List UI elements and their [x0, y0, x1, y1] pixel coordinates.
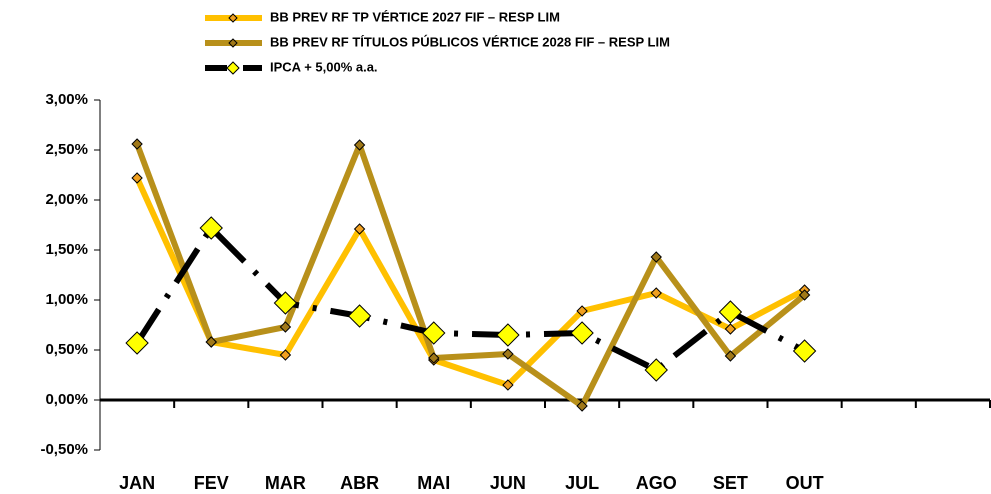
- marker: [279, 349, 292, 361]
- marker: [496, 323, 520, 347]
- marker: [428, 352, 440, 364]
- marker: [798, 289, 811, 301]
- y-tick-label: 2,50%: [45, 141, 88, 158]
- x-tick-label: MAI: [417, 473, 450, 493]
- y-tick-label: 2,00%: [45, 191, 88, 208]
- marker: [570, 321, 594, 345]
- y-tick-label: 0,00%: [45, 391, 88, 408]
- y-tick-label: 1,00%: [45, 291, 88, 308]
- x-tick-label: JAN: [119, 473, 155, 493]
- marker: [502, 379, 514, 391]
- legend-marker: [228, 13, 238, 23]
- marker: [650, 251, 662, 263]
- marker: [353, 223, 366, 235]
- marker: [724, 323, 737, 335]
- series-line: [134, 142, 807, 409]
- legend-marker: [228, 38, 238, 48]
- marker: [502, 348, 514, 360]
- marker: [279, 321, 292, 333]
- marker: [792, 339, 817, 363]
- x-tick-label: SET: [713, 473, 748, 493]
- marker: [205, 336, 217, 348]
- marker: [422, 321, 446, 345]
- x-tick-label: JUN: [490, 473, 526, 493]
- y-tick-label: 0,50%: [45, 341, 88, 358]
- legend-label: IPCA + 5,00% a.a.: [270, 59, 378, 74]
- marker: [347, 304, 372, 328]
- x-tick-label: ABR: [340, 473, 379, 493]
- marker: [131, 138, 143, 150]
- marker: [273, 291, 298, 315]
- y-tick-label: -0,50%: [40, 441, 88, 458]
- marker: [125, 331, 149, 355]
- marker: [576, 305, 588, 317]
- x-tick-label: AGO: [636, 473, 677, 493]
- marker: [724, 350, 737, 362]
- legend-label: BB PREV RF TP VÉRTICE 2027 FIF – RESP LI…: [270, 9, 560, 24]
- marker: [353, 139, 366, 151]
- y-tick-label: 1,50%: [45, 241, 88, 258]
- marker: [576, 400, 588, 412]
- marker: [199, 216, 223, 240]
- series-line: [134, 225, 806, 373]
- marker: [650, 287, 662, 299]
- x-tick-label: JUL: [565, 473, 599, 493]
- y-tick-label: 3,00%: [45, 91, 88, 108]
- x-tick-label: MAR: [265, 473, 306, 493]
- marker: [131, 172, 143, 184]
- legend-label: BB PREV RF TÍTULOS PÚBLICOS VÉRTICE 2028…: [270, 34, 670, 49]
- marker: [718, 300, 743, 324]
- x-tick-label: OUT: [786, 473, 824, 493]
- x-tick-label: FEV: [194, 473, 229, 493]
- legend-marker: [226, 61, 240, 75]
- marker: [644, 358, 668, 382]
